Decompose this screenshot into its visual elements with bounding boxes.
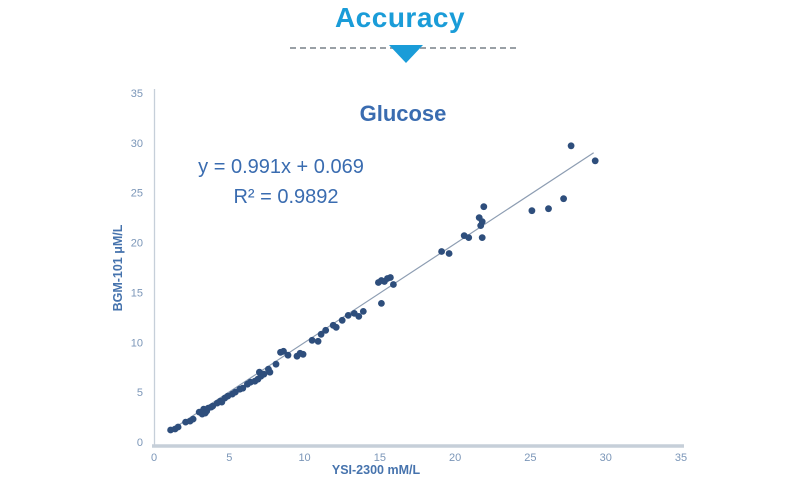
x-axis-title: YSI-2300 mM/L: [332, 463, 421, 477]
data-point: [438, 248, 445, 255]
down-triangle-icon: [389, 45, 423, 63]
data-point: [189, 415, 197, 423]
x-tick-label: 20: [449, 452, 461, 464]
data-point: [560, 195, 567, 203]
data-point: [272, 360, 280, 368]
data-point: [591, 157, 599, 165]
data-point: [465, 234, 473, 242]
data-point: [445, 250, 453, 257]
data-point: [387, 274, 394, 281]
data-point: [266, 368, 274, 376]
data-point: [359, 308, 367, 315]
data-series: [167, 142, 599, 434]
data-point: [344, 312, 352, 319]
data-point: [314, 337, 322, 345]
data-point: [260, 370, 268, 378]
data-point: [322, 326, 330, 334]
x-tick-label: 15: [374, 452, 386, 464]
y-tick-label: 35: [131, 88, 143, 100]
data-point: [528, 207, 536, 215]
x-tick-label: 5: [226, 452, 232, 464]
data-point: [390, 281, 397, 288]
data-point: [338, 316, 346, 324]
r-squared-label: R² = 0.9892: [233, 186, 338, 208]
y-tick-label: 20: [131, 238, 143, 250]
y-tick-label: 10: [131, 337, 143, 349]
data-point: [480, 203, 488, 211]
data-point: [317, 330, 325, 338]
data-point: [284, 351, 292, 359]
y-tick-label: 5: [137, 387, 143, 399]
trendline: [168, 152, 594, 432]
data-point: [332, 323, 340, 331]
x-tick-label: 0: [151, 452, 157, 464]
page-title: Accuracy: [334, 2, 466, 33]
data-point: [299, 350, 307, 358]
data-point: [545, 205, 552, 213]
data-point: [567, 142, 575, 150]
x-tick-label: 10: [298, 452, 310, 464]
data-point: [478, 234, 486, 242]
y-tick-label: 30: [131, 138, 143, 150]
data-point: [477, 222, 485, 230]
data-point: [239, 384, 247, 392]
data-point: [378, 300, 385, 307]
y-tick-label: 25: [131, 188, 143, 200]
data-point: [280, 347, 287, 355]
axes: [152, 89, 684, 448]
x-tick-label: 35: [675, 452, 687, 464]
y-tick-label: 0: [137, 437, 143, 449]
x-tick-label: 30: [600, 452, 612, 464]
equation-label: y = 0.991x + 0.069: [198, 156, 364, 178]
chart-title: Glucose: [360, 101, 447, 126]
x-tick-label: 25: [524, 452, 536, 464]
y-axis-title: BGM-101 μM/L: [111, 224, 125, 311]
tick-labels: 0 5 10 15 20 25 30 35 0 5 10 15 20 25 30 35: [131, 88, 687, 464]
y-tick-label: 15: [131, 287, 143, 299]
data-point: [174, 423, 182, 431]
data-point: [308, 336, 316, 344]
data-point: [355, 313, 363, 320]
